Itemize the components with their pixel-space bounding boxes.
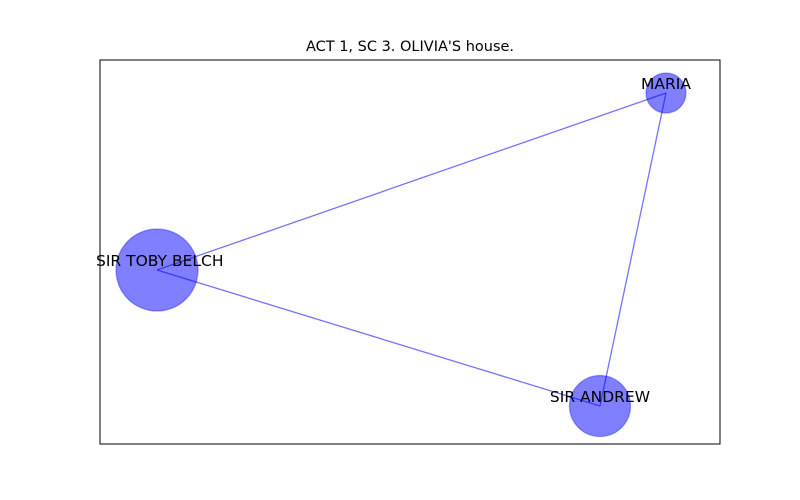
- node-sir-toby-belch: [115, 228, 199, 312]
- node-label-sir-andrew: SIR ANDREW: [550, 388, 650, 406]
- edge-maria-sir-andrew: [599, 92, 667, 407]
- edge-sir-toby-belch-maria: [156, 92, 667, 271]
- node-sir-andrew: [568, 374, 632, 438]
- figure-title: ACT 1, SC 3. OLIVIA'S house.: [306, 39, 514, 55]
- labels-layer: SIR TOBY BELCH MARIA SIR ANDREW: [96, 75, 691, 406]
- nodes-layer: [115, 72, 687, 438]
- edge-sir-toby-belch-sir-andrew: [156, 269, 601, 407]
- node-label-sir-toby-belch: SIR TOBY BELCH: [96, 252, 224, 270]
- node-label-maria: MARIA: [641, 75, 691, 93]
- plot-frame: [99, 59, 721, 445]
- edges-layer: [156, 92, 667, 407]
- node-maria: [645, 72, 687, 114]
